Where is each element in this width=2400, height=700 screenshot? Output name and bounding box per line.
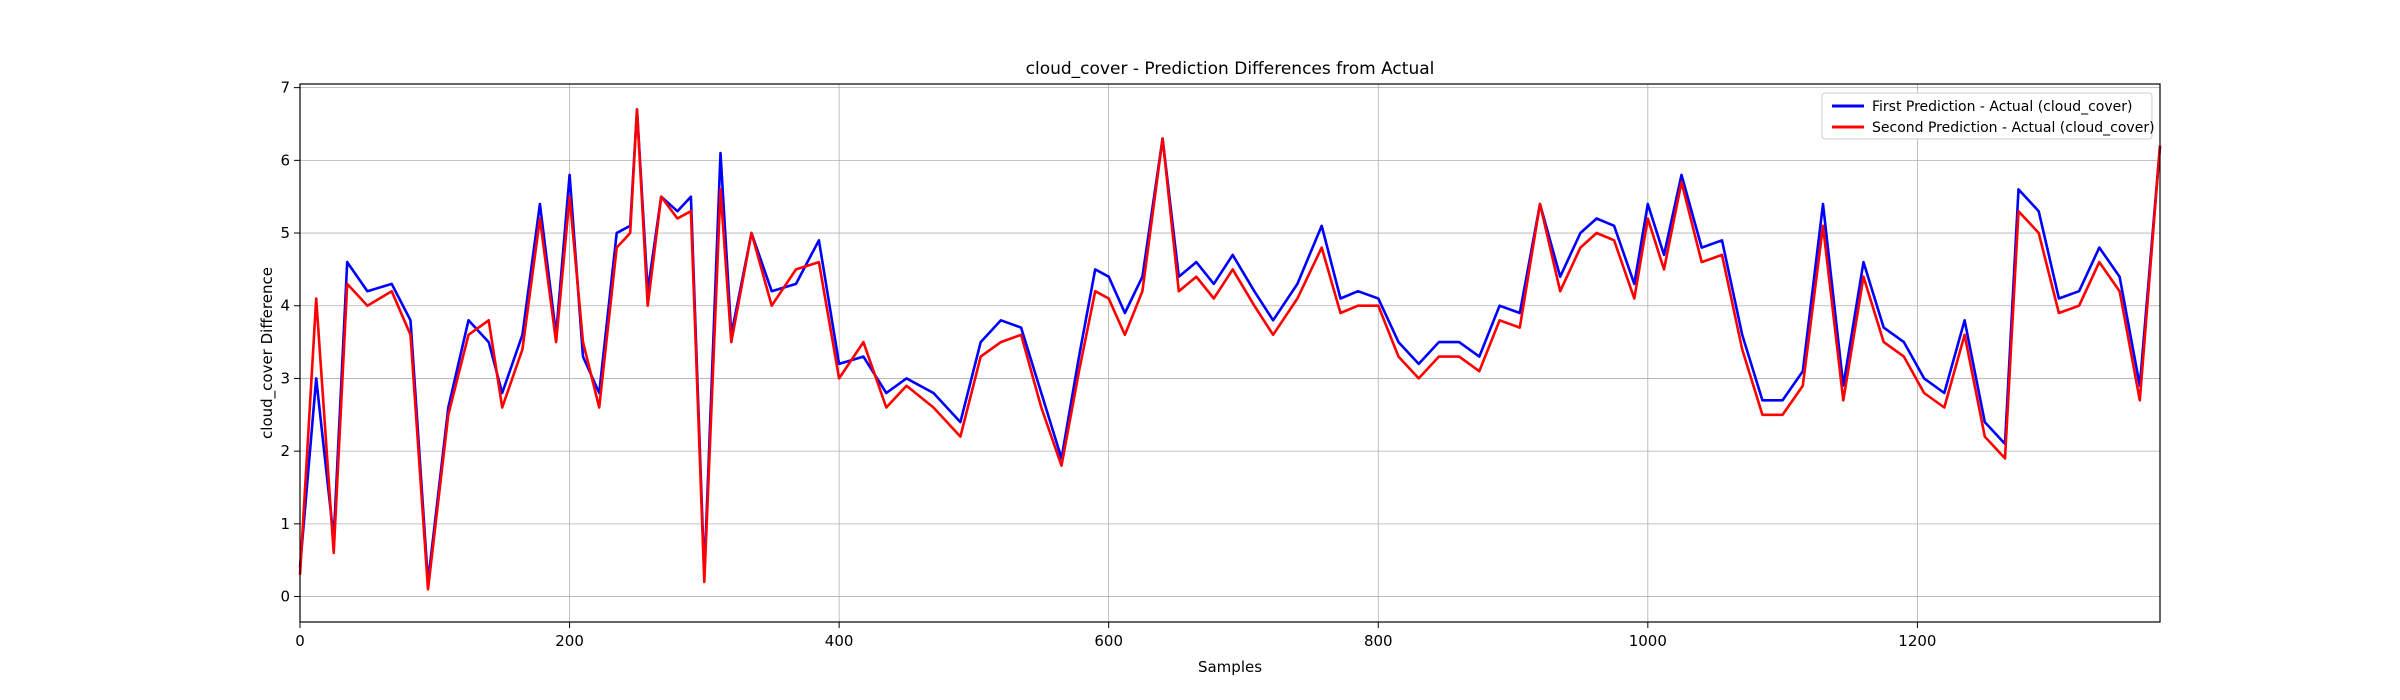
legend: First Prediction - Actual (cloud_cover) … (1821, 92, 2155, 140)
x-axis-label: Samples (1198, 658, 1262, 676)
y-tick-label: 5 (280, 224, 290, 242)
x-tick-label: 800 (1364, 632, 1393, 650)
grid-layer (299, 84, 2160, 622)
y-axis-label: cloud_cover Difference (258, 267, 277, 439)
tick-layer: 0 200 400 600 800 1000 1200 0 1 2 3 4 5 6 7 (280, 79, 1936, 650)
x-tick-label: 0 (295, 632, 305, 650)
chart-title: cloud_cover - Prediction Differences fro… (1026, 59, 1435, 79)
y-tick-label: 7 (280, 79, 290, 97)
y-tick-label: 4 (280, 297, 290, 315)
plot-frame (299, 83, 2161, 623)
y-tick-label: 6 (280, 151, 290, 169)
legend-label-second-prediction: Second Prediction - Actual (cloud_cover) (1872, 120, 2155, 136)
series-line-second-prediction (298, 108, 2162, 591)
y-tick-label: 1 (280, 515, 290, 533)
y-tick-label: 2 (280, 442, 290, 460)
legend-box (1821, 92, 2153, 140)
legend-label-first-prediction: First Prediction - Actual (cloud_cover) (1872, 99, 2132, 115)
x-tick-label: 400 (825, 632, 854, 650)
x-tick-label: 600 (1094, 632, 1123, 650)
x-tick-label: 1000 (1629, 632, 1667, 650)
x-tick-label: 200 (555, 632, 584, 650)
x-tick-label: 1200 (1898, 632, 1936, 650)
y-tick-label: 3 (280, 369, 290, 387)
series-layer (298, 108, 2162, 591)
y-tick-label: 0 (280, 588, 290, 606)
